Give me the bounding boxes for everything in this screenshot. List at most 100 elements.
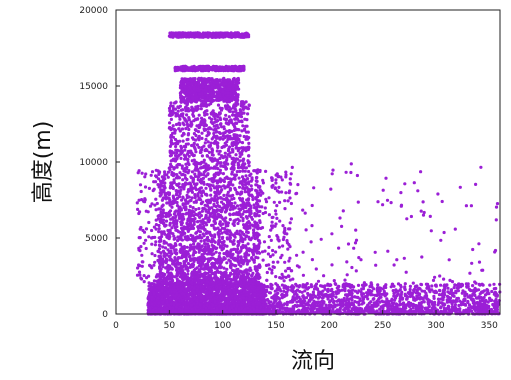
- data-point: [170, 290, 174, 294]
- data-point: [322, 300, 326, 304]
- data-point: [214, 250, 218, 254]
- data-point: [171, 309, 175, 313]
- data-point: [309, 283, 313, 287]
- data-point: [369, 293, 373, 297]
- data-point: [396, 282, 401, 286]
- data-point: [266, 285, 270, 289]
- data-point: [167, 192, 171, 196]
- data-point: [341, 285, 345, 289]
- data-point: [412, 287, 417, 291]
- data-point: [199, 299, 203, 303]
- data-point: [200, 289, 204, 293]
- data-point: [356, 283, 361, 287]
- data-point: [439, 309, 443, 313]
- data-point: [426, 284, 430, 288]
- data-point: [458, 307, 462, 311]
- data-point: [466, 282, 470, 286]
- data-point: [168, 297, 172, 301]
- data-point: [193, 196, 197, 200]
- data-point: [186, 293, 190, 297]
- data-point: [405, 297, 409, 301]
- data-point: [264, 290, 268, 294]
- data-point: [286, 285, 290, 289]
- data-point: [304, 296, 309, 300]
- data-point: [308, 299, 312, 303]
- data-point: [491, 302, 495, 307]
- data-point: [430, 284, 434, 288]
- data-point: [420, 289, 424, 293]
- data-point: [178, 309, 182, 313]
- data-point: [327, 293, 331, 298]
- data-point: [486, 288, 490, 292]
- data-point: [351, 307, 355, 311]
- data-point: [426, 302, 431, 306]
- data-point: [451, 292, 455, 296]
- data-point: [306, 291, 310, 296]
- data-point: [406, 291, 410, 295]
- data-point: [218, 295, 222, 299]
- data-point: [345, 293, 349, 297]
- data-point: [221, 296, 225, 300]
- data-point: [150, 295, 154, 299]
- data-point: [193, 257, 197, 261]
- data-point: [332, 299, 336, 303]
- data-point: [273, 293, 277, 297]
- data-point: [147, 284, 151, 288]
- data-point: [259, 305, 263, 309]
- data-point: [476, 309, 480, 313]
- data-point: [383, 294, 387, 298]
- data-point: [237, 185, 242, 189]
- data-point: [477, 306, 481, 310]
- data-point: [251, 302, 255, 306]
- data-point: [442, 306, 446, 310]
- data-point: [414, 306, 418, 310]
- data-point: [305, 282, 309, 286]
- data-point: [310, 296, 314, 300]
- data-point: [170, 293, 175, 297]
- data-point: [259, 290, 263, 294]
- data-point: [388, 303, 392, 308]
- data-point: [148, 306, 152, 311]
- data-point: [276, 296, 280, 300]
- data-point: [395, 309, 400, 313]
- data-point: [319, 308, 323, 312]
- data-point: [175, 303, 179, 307]
- data-point: [413, 303, 417, 307]
- data-point: [297, 299, 301, 303]
- data-point: [201, 285, 205, 289]
- data-point: [221, 172, 225, 176]
- data-point: [371, 308, 375, 312]
- data-point: [409, 307, 413, 312]
- data-point: [401, 301, 406, 305]
- data-point: [249, 289, 253, 293]
- data-point: [427, 288, 431, 292]
- data-point: [308, 307, 312, 311]
- data-point: [355, 295, 360, 300]
- data-point: [183, 289, 187, 293]
- data-point: [213, 299, 217, 304]
- data-point: [360, 302, 364, 306]
- data-point: [404, 310, 408, 314]
- data-point: [351, 303, 355, 307]
- data-point: [249, 184, 253, 188]
- data-point: [180, 299, 184, 303]
- data-point: [175, 293, 179, 297]
- data-point: [227, 294, 231, 299]
- data-point: [354, 306, 358, 310]
- data-point: [349, 289, 353, 293]
- data-point: [280, 292, 284, 296]
- data-point: [243, 307, 247, 311]
- data-point: [301, 294, 305, 298]
- data-point: [465, 285, 469, 289]
- data-point: [495, 294, 499, 298]
- data-point: [316, 304, 320, 308]
- data-point: [180, 287, 184, 291]
- data-point: [390, 301, 394, 305]
- data-point: [148, 291, 152, 295]
- data-point: [439, 283, 443, 287]
- data-point: [294, 292, 298, 296]
- data-point: [385, 297, 389, 301]
- data-point: [494, 286, 498, 291]
- data-point: [161, 265, 165, 269]
- data-point: [375, 288, 379, 292]
